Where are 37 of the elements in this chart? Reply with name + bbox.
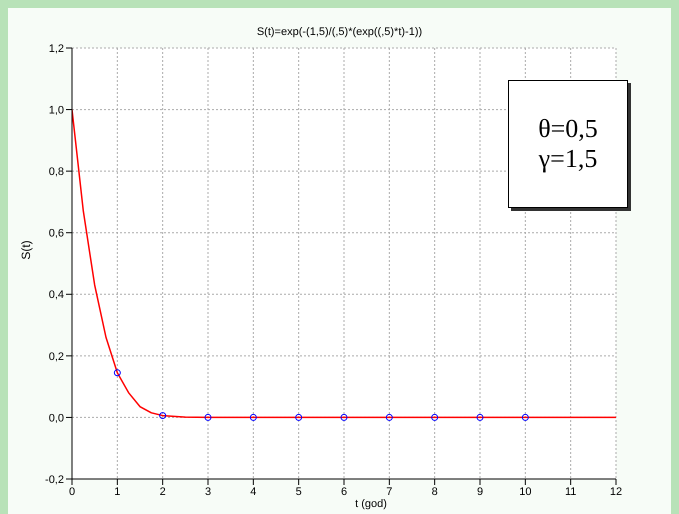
point <box>340 414 348 421</box>
x-tick-label: 8 <box>432 486 438 498</box>
x-tick-label: 10 <box>519 486 532 498</box>
point <box>386 414 393 421</box>
point <box>114 369 121 376</box>
point <box>159 412 166 420</box>
y-tick-label: 0,2 <box>48 350 64 363</box>
y-tick-label: 0,4 <box>48 289 64 302</box>
x-tick-label: 5 <box>296 486 302 498</box>
x-tick-label: 7 <box>386 486 392 498</box>
x-axis-title: t (god) <box>354 498 388 510</box>
y-tick-label: 0,0 <box>48 412 64 424</box>
x-tick-label: 4 <box>250 486 256 498</box>
y-axis-title: S(t) <box>19 240 33 260</box>
x-tick-label: 1 <box>114 486 120 498</box>
annotation: γ=1,5 <box>538 144 598 174</box>
y-tick-label: 0,8 <box>48 166 64 178</box>
x-tick-label: 11 <box>564 486 576 498</box>
x-tick-label: 3 <box>204 486 212 498</box>
point <box>431 414 438 421</box>
x-tick-label: 0 <box>68 486 76 498</box>
point <box>522 414 529 421</box>
point <box>250 414 257 421</box>
point <box>204 414 212 421</box>
x-tick-label: 12 <box>610 486 622 498</box>
y-tick-label: 0,6 <box>48 228 64 240</box>
annotation: θ=0,5 <box>538 114 598 144</box>
y-tick-label: 1,2 <box>48 42 64 55</box>
x-tick-label: 6 <box>340 486 348 498</box>
x-tick-label: 2 <box>160 486 166 498</box>
chart-title: S(t)=exp(-(1,5)/(,5)*(exp((,5)*t)-1)) <box>256 26 424 38</box>
point <box>295 414 302 421</box>
point <box>476 414 484 421</box>
x-tick-label: 9 <box>476 486 484 498</box>
y-tick-label: 1,0 <box>48 104 64 116</box>
note-box: θ=0,5 γ=1,5 <box>508 80 628 208</box>
y-tick-label: -0,2 <box>45 474 64 486</box>
